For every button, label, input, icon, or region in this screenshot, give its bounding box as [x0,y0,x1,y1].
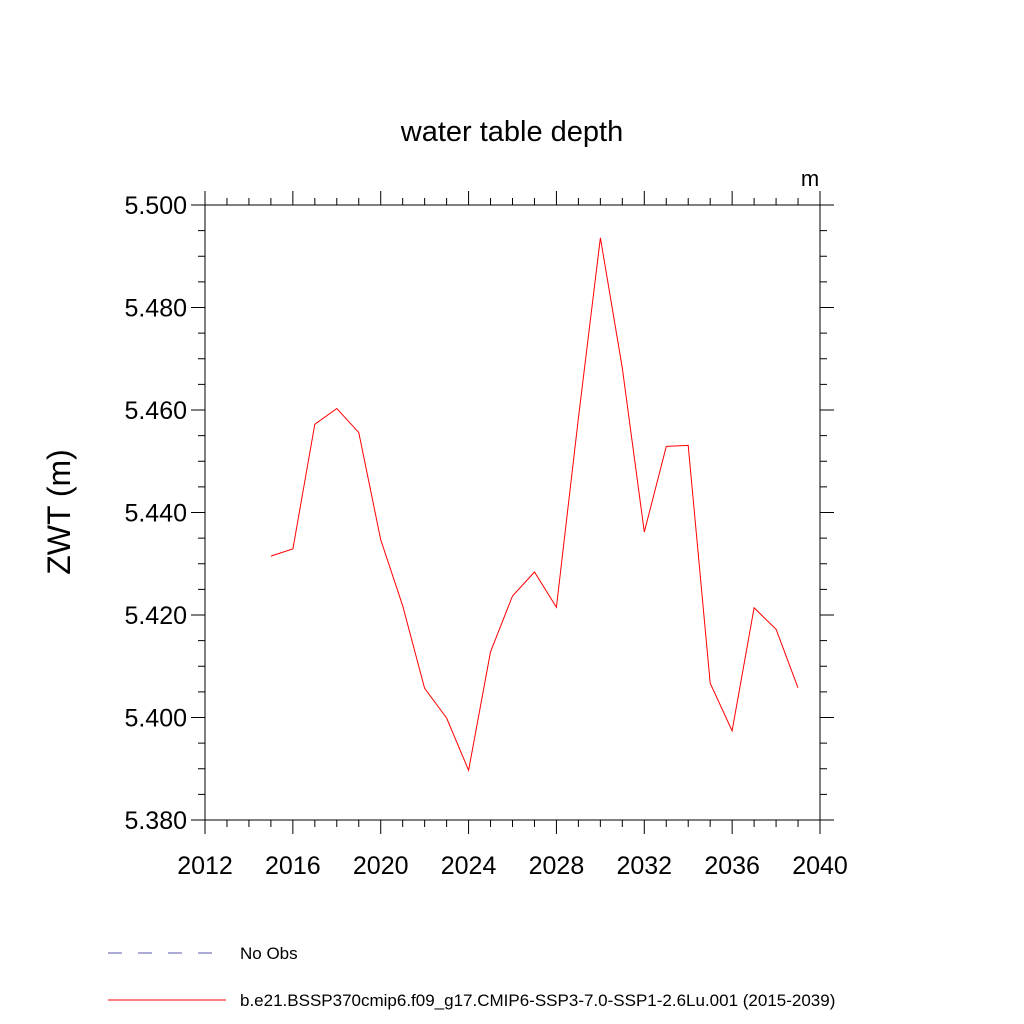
chart-title: water table depth [400,116,623,148]
y-tick-label: 5.420 [124,602,187,630]
x-tick-label: 2016 [265,852,321,880]
x-tick-label: 2012 [177,852,233,880]
y-tick-label: 5.500 [124,192,187,220]
y-tick-label: 5.460 [124,397,187,425]
x-tick-label: 2040 [792,852,848,880]
units-label: m [801,166,819,191]
y-tick-label: 5.380 [124,807,187,835]
x-tick-label: 2028 [529,852,585,880]
plot-frame [204,204,821,821]
y-axis-label: ZWT (m) [41,449,77,575]
axis-ticks: 2012 2016 2020 2024 2028 2032 2036 2040 5.380 5.4… [124,191,848,880]
x-tick-label: 2036 [704,852,760,880]
legend-label: b.e21.BSSP370cmip6.f09_g17.CMIP6-SSP3-7.… [240,991,835,1010]
legend-label: No Obs [240,944,298,963]
series-layer [270,237,799,773]
y-tick-label: 5.440 [124,500,187,528]
x-tick-label: 2024 [441,852,497,880]
x-tick-label: 2020 [353,852,409,880]
y-tick-label: 5.480 [124,295,187,323]
y-tick-label: 5.400 [124,705,187,733]
series-line [270,237,799,773]
x-tick-label: 2032 [616,852,672,880]
legend: No Obs b.e21.BSSP370cmip6.f09_g17.CMIP6-S… [108,944,835,1010]
